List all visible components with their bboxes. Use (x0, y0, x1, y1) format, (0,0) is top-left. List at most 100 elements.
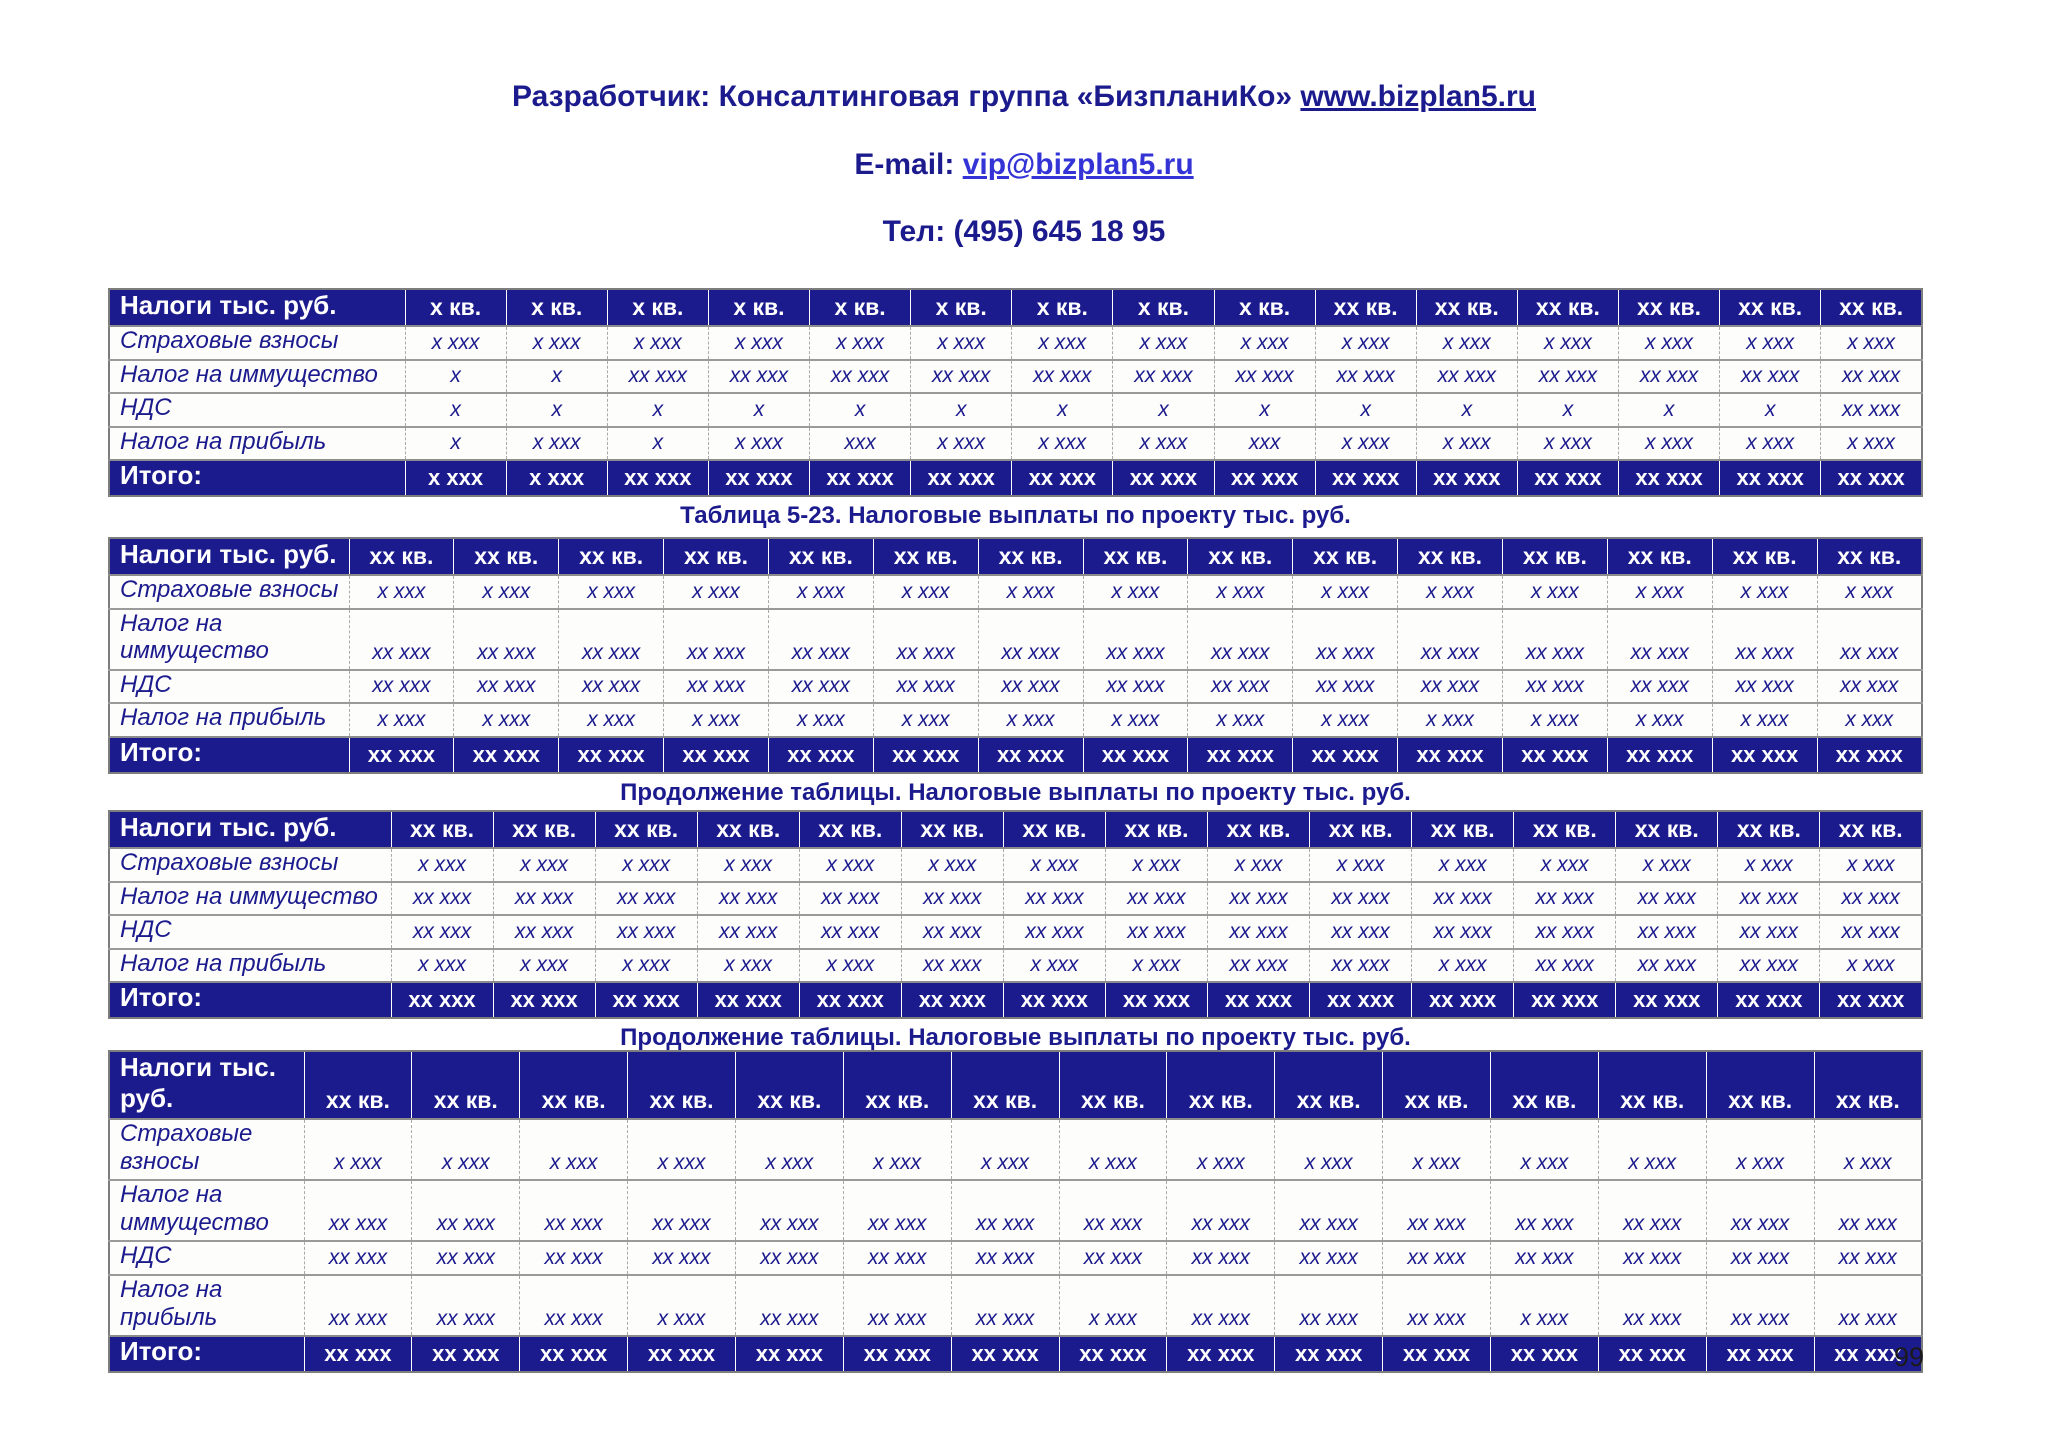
table-row: Налог на прибыль х х ххх х х ххх ххх х ххх х хх… (109, 426, 1922, 461)
total-row-label: Итого: (120, 1336, 202, 1367)
table-cell: х ххх (1104, 948, 1208, 983)
table-cell: х ххх (390, 848, 494, 882)
column-header: хх кв. (1274, 1051, 1383, 1119)
table-cell: хх ххх (558, 669, 664, 704)
table-cell: хх ххх (1816, 608, 1922, 670)
tax-table-block-2: Налоги тыс. руб. хх кв. хх кв. хх кв. хх кв.… (108, 537, 1923, 807)
table-cell: хх ххх (798, 915, 902, 949)
table-cell: х ххх (1516, 326, 1619, 360)
column-header: хх кв. (1513, 811, 1616, 848)
total-cell: хх ххх (1104, 982, 1208, 1019)
column-header: хх кв. (950, 1051, 1060, 1119)
column-header: х кв. (1011, 289, 1113, 326)
table-cell: хх ххх (1820, 393, 1922, 427)
column-header: хх кв. (1397, 538, 1503, 575)
total-cell: хх ххх (1292, 736, 1398, 773)
table-cell: хх ххх (519, 1241, 628, 1275)
table-cell: хх ххх (1058, 1180, 1167, 1242)
total-row-label: Итого: (120, 982, 202, 1013)
total-cell: хх ххх (606, 460, 709, 497)
total-cell: хх ххх (1274, 1336, 1383, 1373)
column-header: х кв. (910, 289, 1012, 326)
table-cell: х ххх (411, 1119, 520, 1181)
total-cell: хх ххх (1819, 982, 1922, 1019)
total-cell: хх ххх (1513, 982, 1616, 1019)
table-caption: Продолжение таблицы. Налоговые выплаты п… (620, 778, 1411, 806)
total-cell: хх ххх (1606, 736, 1713, 773)
table-cell: х ххх (1104, 848, 1208, 882)
table-cell: хх ххх (842, 1274, 952, 1337)
email-link[interactable]: vip@bizplan5.ru (962, 148, 1194, 181)
table-cell: хх ххх (1104, 881, 1208, 916)
table-cell: х ххх (505, 326, 608, 360)
total-cell: хх ххх (1082, 736, 1188, 773)
table-row: НДС х х х х х х х х х х х х х х хх ххх (109, 393, 1922, 427)
table-cell: хх ххх (1397, 669, 1503, 704)
table-cell: хх ххх (1104, 915, 1208, 949)
email-line-text: E-mail: (854, 148, 963, 181)
table-cell: хх ххх (1489, 1241, 1599, 1275)
table-cell: хх ххх (1516, 359, 1619, 394)
table-cell: хх ххх (977, 669, 1084, 704)
column-header: хх кв. (1489, 1051, 1599, 1119)
row-label: НДС (120, 670, 172, 698)
total-cell: хх ххх (910, 460, 1012, 497)
table-cell: хх ххх (1011, 359, 1113, 394)
table-cell: хх ххх (1206, 948, 1310, 983)
column-header: хх кв. (1615, 811, 1718, 848)
table-cell: х ххх (696, 848, 800, 882)
row-label: Налог на прибыль (120, 949, 327, 977)
table-cell: хх ххх (492, 915, 596, 949)
table-cell: х ххх (910, 426, 1012, 461)
table-cell: х ххх (1314, 326, 1417, 360)
table-cell: хх ххх (1292, 669, 1398, 704)
table-cell: х (606, 393, 709, 427)
developer-site-link[interactable]: www.bizplan5.ru (1300, 80, 1536, 113)
table-cell: х ххх (1711, 703, 1818, 737)
table-cell: хх ххх (808, 359, 911, 394)
table-cell: хх ххх (348, 608, 454, 670)
column-header: хх кв. (594, 811, 698, 848)
table-cell: хх ххх (1513, 881, 1616, 916)
column-header: хх кв. (1820, 289, 1922, 326)
table-cell: хх ххх (1597, 1180, 1707, 1242)
total-cell: хх ххх (1597, 1336, 1707, 1373)
table-cell: хх ххх (696, 881, 800, 916)
table-cell: х ххх (1719, 426, 1821, 461)
table-cell: хх ххх (1058, 1241, 1167, 1275)
table-cell: х ххх (1314, 426, 1417, 461)
row-label: НДС (120, 1242, 172, 1270)
table-row: Налог на иммущество х х хх ххх хх ххх хх ххх х… (109, 359, 1922, 394)
table-cell: хх ххх (1166, 1241, 1275, 1275)
table-cell: х ххх (696, 948, 800, 983)
table-header-label: Налоги тыс. руб. (120, 539, 337, 569)
table-cell: х (1617, 393, 1720, 427)
table-cell: хх ххх (734, 1241, 844, 1275)
tax-table-block-1: Налоги тыс. руб. х кв. х кв. х кв. х кв. х кв… (108, 288, 1923, 530)
column-header: хх кв. (1415, 289, 1518, 326)
column-header: хх кв. (348, 538, 454, 575)
table-cell: хх ххх (303, 1274, 412, 1337)
table-cell: х ххх (977, 575, 1084, 609)
total-cell: хх ххх (767, 736, 874, 773)
table-cell: хх ххх (594, 881, 698, 916)
total-row: Итого: хх ххх хх ххх хх ххх хх ххх хх ххх хх х… (109, 982, 1922, 1019)
total-cell: хх ххх (977, 736, 1084, 773)
table-cell: хх ххх (594, 915, 698, 949)
table-cell: хх ххх (950, 1274, 1060, 1337)
total-cell: хх ххх (492, 982, 596, 1019)
total-cell: хх ххх (798, 982, 902, 1019)
phone-line: Тел: (495) 645 18 95 (882, 215, 1166, 248)
table-cell: х ххх (558, 703, 664, 737)
total-cell: хх ххх (1711, 736, 1818, 773)
table-cell: хх ххх (558, 608, 664, 670)
column-header: хх кв. (558, 538, 664, 575)
table-cell: хх ххх (798, 881, 902, 916)
column-header: хх кв. (1082, 538, 1188, 575)
table-cell: хх ххх (1166, 1180, 1275, 1242)
table-cell: х (606, 426, 709, 461)
table-cell: х ххх (1309, 848, 1412, 882)
total-cell: хх ххх (411, 1336, 520, 1373)
total-cell: хх ххх (1314, 460, 1417, 497)
table-cell: х ххх (505, 426, 608, 461)
